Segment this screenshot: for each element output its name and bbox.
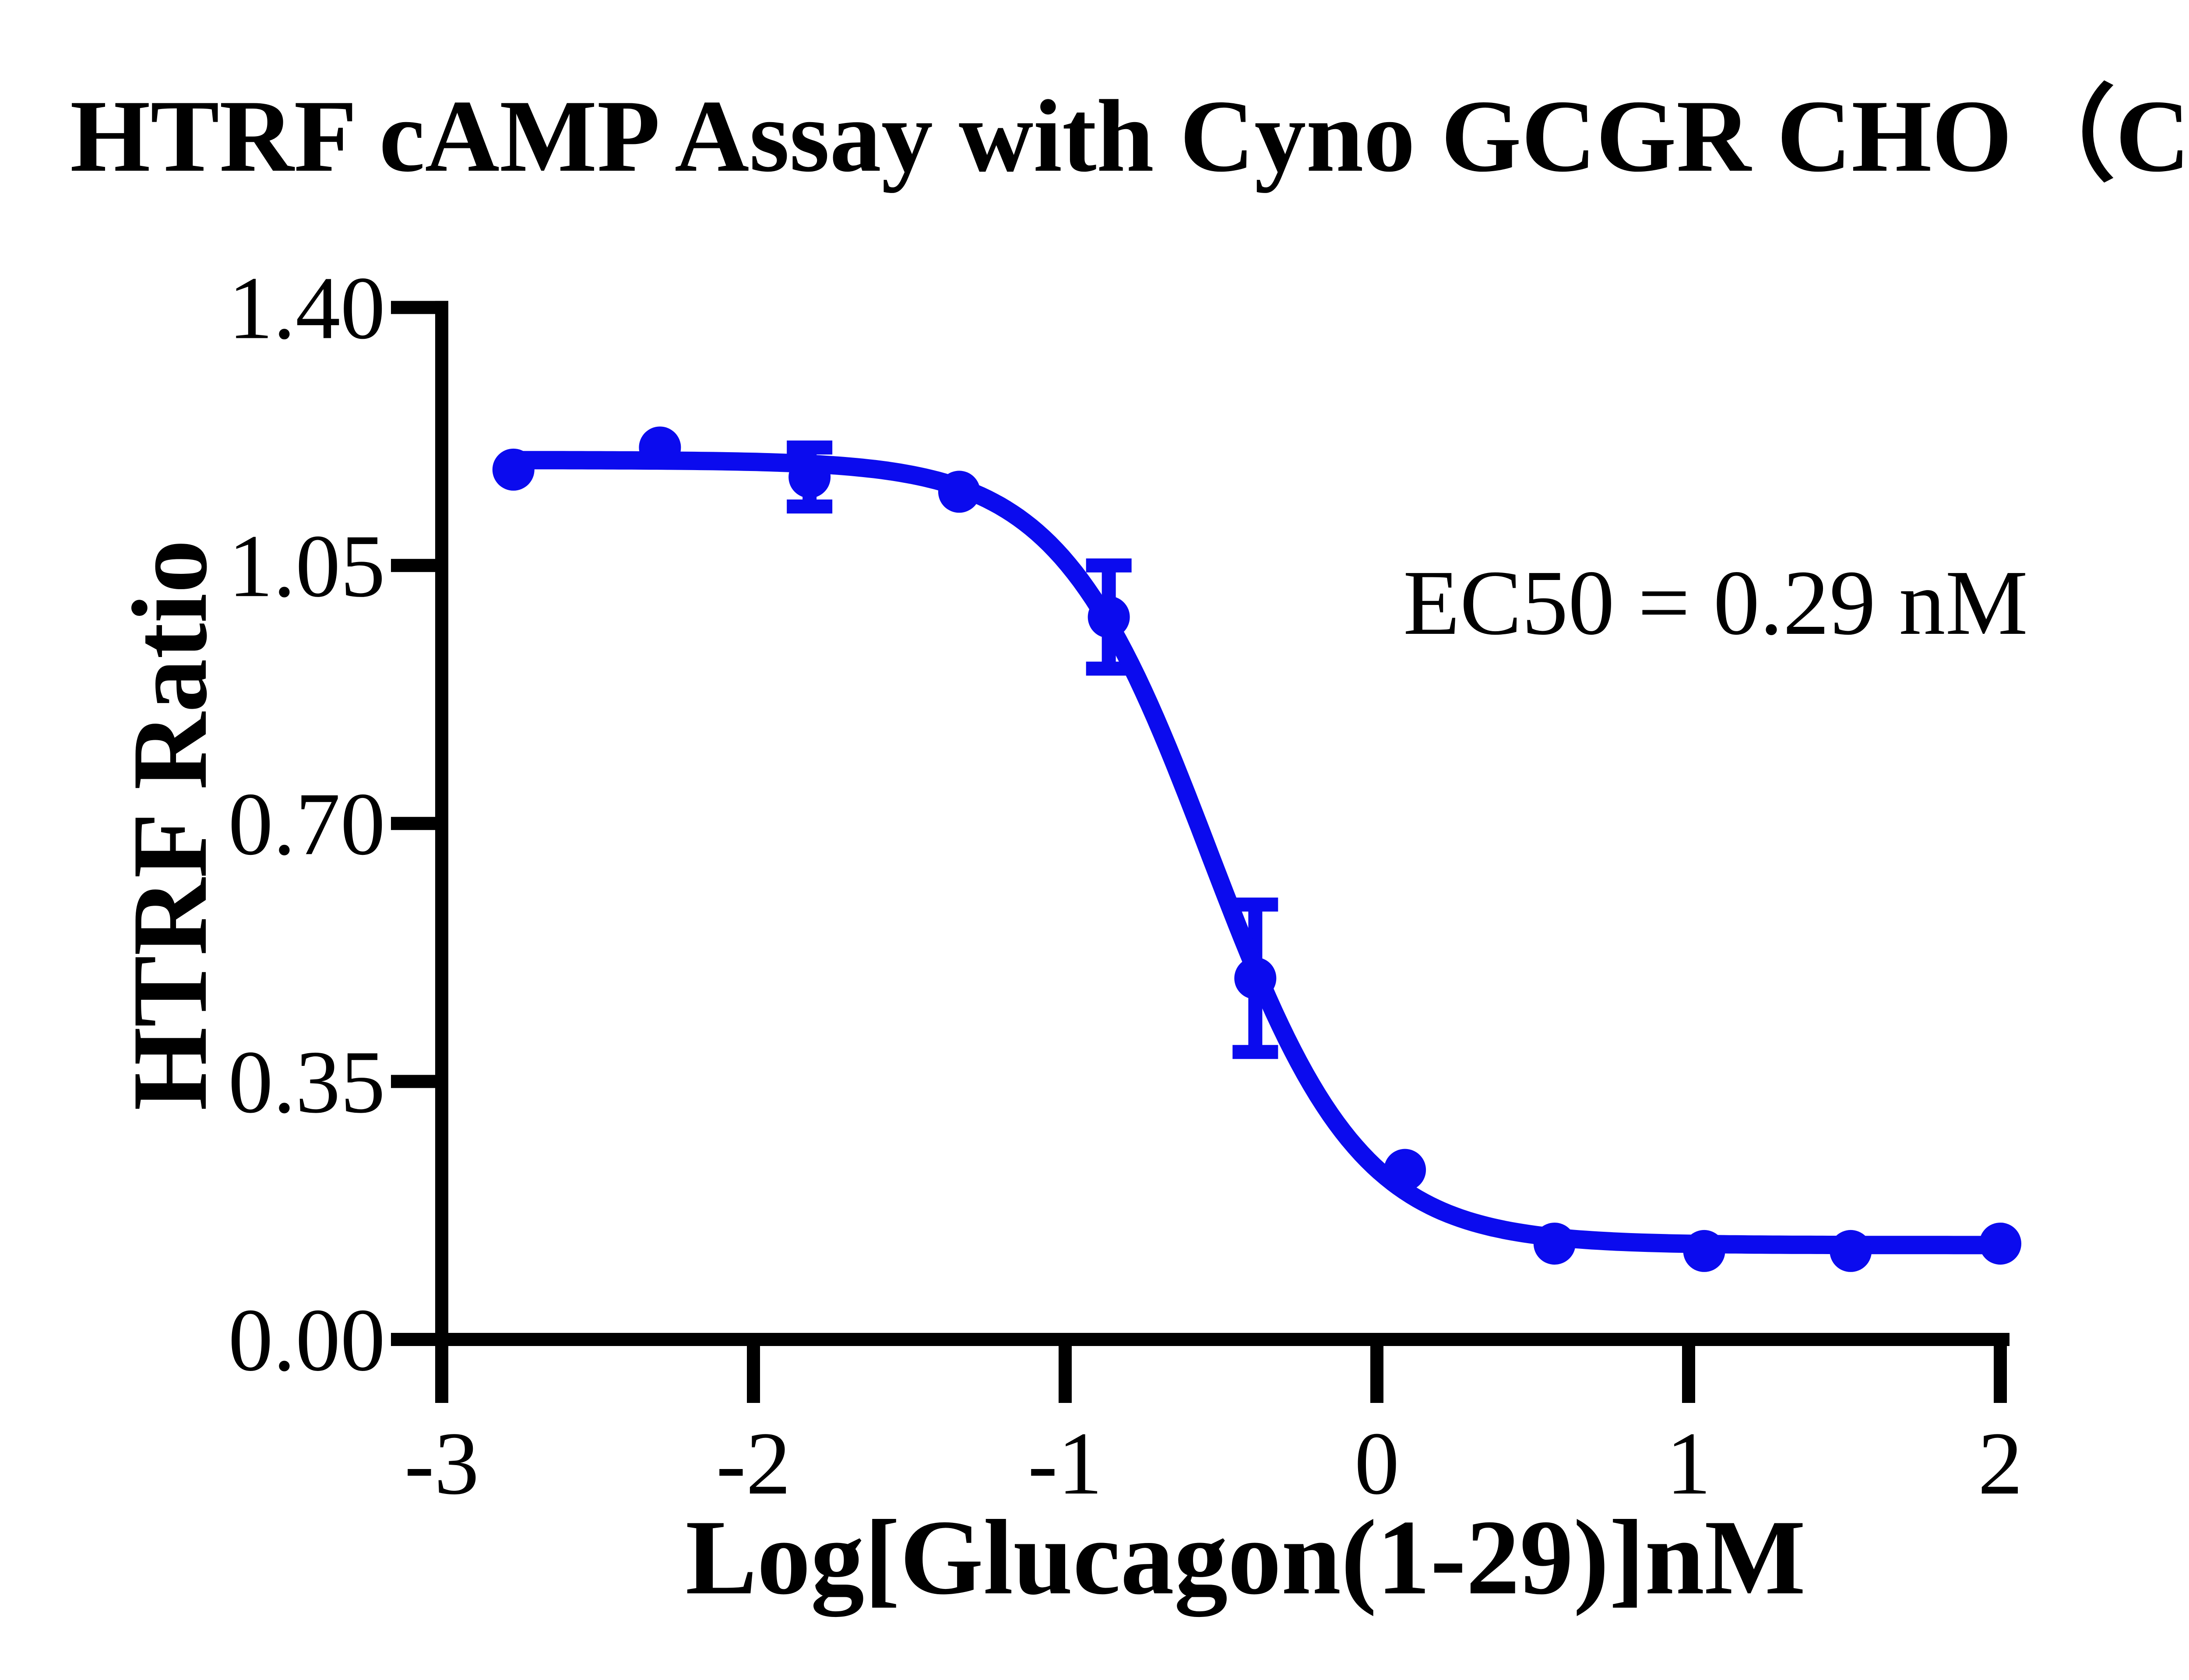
y-tick [391, 559, 448, 572]
data-point [1979, 1223, 2021, 1265]
y-tick [391, 817, 448, 830]
data-point [788, 456, 831, 498]
y-tick-label: 1.05 [228, 517, 385, 616]
data-point [938, 471, 980, 513]
data-point [1087, 596, 1130, 638]
ticks-layer [391, 301, 2007, 1403]
y-tick [391, 1075, 448, 1088]
x-tick-label: 2 [1978, 1414, 2023, 1513]
x-tick [435, 1333, 448, 1403]
y-tick-label: 1.40 [228, 258, 385, 358]
x-tick-label: -3 [405, 1414, 479, 1513]
x-axis-title: Log[Glucagon(1-29)]nM [686, 1498, 1806, 1617]
y-tick-label: 0.35 [228, 1033, 385, 1132]
data-point [1384, 1149, 1426, 1191]
data-points-layer [492, 426, 2021, 1272]
x-tick [1994, 1333, 2007, 1403]
x-tick-label: -2 [716, 1414, 791, 1513]
data-point [1683, 1230, 1725, 1272]
x-tick [1682, 1333, 1695, 1403]
x-tick [1059, 1333, 1072, 1403]
x-tick [747, 1333, 760, 1403]
chart-title: HTRF cAMP Assay with Cyno GCGR CHO（C10） [70, 79, 2189, 193]
ec50-annotation: EC50 = 0.29 nM [1403, 551, 2028, 654]
y-tick-label: 0.00 [228, 1290, 385, 1390]
data-point [1234, 957, 1277, 999]
axes-layer [435, 301, 2010, 1346]
x-tick-label: -1 [1028, 1414, 1103, 1513]
y-axis-title: HTRF Ratio [110, 540, 229, 1111]
y-tick [391, 301, 448, 314]
data-point [1830, 1230, 1872, 1272]
data-point [1533, 1223, 1576, 1265]
data-point [639, 426, 681, 469]
x-axis-line [435, 1333, 2010, 1346]
x-tick-label: 0 [1355, 1414, 1400, 1513]
x-tick-label: 1 [1666, 1414, 1711, 1513]
y-tick-label: 0.70 [228, 774, 385, 874]
x-tick [1370, 1333, 1383, 1403]
data-point [492, 448, 535, 491]
tick-labels-layer: 0.00 0.35 0.70 1.05 1.40 -3 -2 -1 0 1 2 [228, 258, 2023, 1513]
